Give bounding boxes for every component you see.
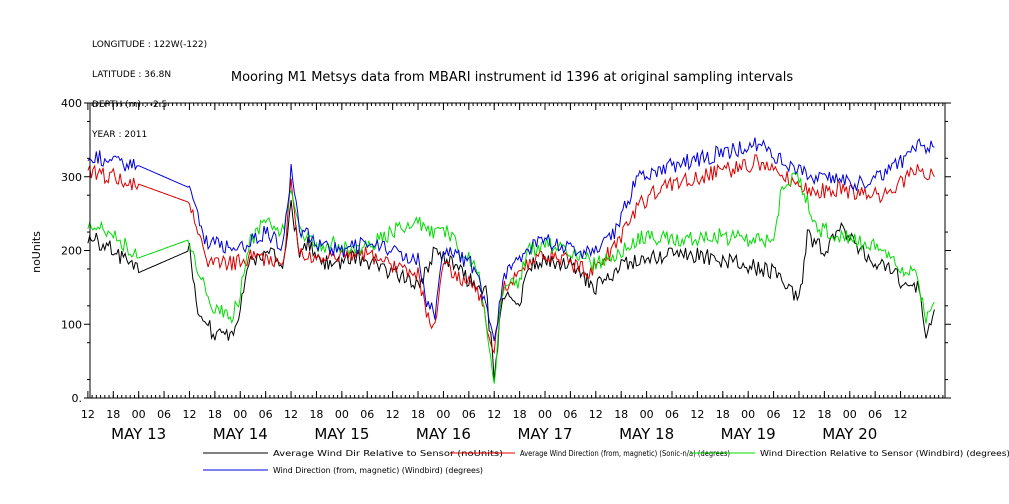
axis-layer: 0. 100 200 300 400 12 18 00 06 12 18 00 06 12 18 00 06 12… xyxy=(61,97,951,443)
day-label: MAY 17 xyxy=(517,425,572,443)
plot-frame xyxy=(89,102,946,399)
day-label: MAY 14 xyxy=(213,425,268,443)
day-label: MAY 13 xyxy=(111,425,166,443)
legend-label: Wind Direction (from, magnetic) (Windbir… xyxy=(273,466,483,475)
series-line-1 xyxy=(87,200,935,382)
x-tick-label: 00 xyxy=(436,408,450,421)
legend-label: Wind Direction Relative to Sensor (Windb… xyxy=(760,449,1009,458)
legend-label: Average Wind Direction (from, magnetic) … xyxy=(520,449,730,458)
x-tick-label: 18 xyxy=(411,408,425,421)
y-tick-label: 400 xyxy=(61,97,82,110)
day-label: MAY 15 xyxy=(314,425,369,443)
x-tick-label: 06 xyxy=(157,408,171,421)
x-tick-label: 18 xyxy=(208,408,222,421)
x-tick-label: 06 xyxy=(259,408,273,421)
y-tick-label: 0. xyxy=(72,392,83,405)
y-tick-label: 100 xyxy=(61,318,82,331)
x-tick-label: 18 xyxy=(106,408,120,421)
x-tick-label: 06 xyxy=(360,408,374,421)
day-label: MAY 20 xyxy=(822,425,877,443)
x-tick-label: 00 xyxy=(640,408,654,421)
x-tick-label: 00 xyxy=(843,408,857,421)
longitude-label: LONGITUDE : 122W(-122) xyxy=(92,40,208,50)
x-tick-label: 00 xyxy=(335,408,349,421)
x-tick-label: 12 xyxy=(284,408,298,421)
x-tick-label: 18 xyxy=(614,408,628,421)
x-tick-label: 06 xyxy=(462,408,476,421)
latitude-label: LATITUDE : 36.8N xyxy=(92,70,172,80)
x-tick-label: 12 xyxy=(894,408,908,421)
legend: Average Wind Dir Relative to Sensor (noU… xyxy=(203,449,1009,475)
day-label: MAY 16 xyxy=(416,425,471,443)
x-tick-label: 06 xyxy=(563,408,577,421)
metadata-block: LONGITUDE : 122W(-122) LATITUDE : 36.8N … xyxy=(92,20,207,150)
y-tick-label: 200 xyxy=(61,245,82,258)
x-tick-label: 06 xyxy=(868,408,882,421)
series-layer xyxy=(87,137,935,384)
x-tick-label: 06 xyxy=(665,408,679,421)
series-line-2 xyxy=(87,154,935,355)
y-axis-label: noUnits xyxy=(30,231,43,273)
depth-label: DEPTH (m) : -2.5 xyxy=(92,100,168,110)
x-tick-label: 12 xyxy=(792,408,806,421)
x-tick-label: 18 xyxy=(817,408,831,421)
series-line-4 xyxy=(87,137,935,342)
day-label: MAY 18 xyxy=(619,425,674,443)
x-tick-label: 00 xyxy=(233,408,247,421)
legend-label: Average Wind Dir Relative to Sensor (noU… xyxy=(273,449,503,458)
y-tick-label: 300 xyxy=(61,171,82,184)
x-tick-label: 06 xyxy=(767,408,781,421)
x-tick-label: 12 xyxy=(487,408,501,421)
series-line-3 xyxy=(87,171,935,384)
x-tick-label: 00 xyxy=(132,408,146,421)
x-tick-label: 12 xyxy=(690,408,704,421)
x-tick-label: 18 xyxy=(716,408,730,421)
day-label: MAY 19 xyxy=(721,425,776,443)
x-tick-label: 12 xyxy=(386,408,400,421)
x-tick-label: 12 xyxy=(182,408,196,421)
year-label: YEAR : 2011 xyxy=(92,130,148,140)
chart-title: Mooring M1 Metsys data from MBARI instru… xyxy=(231,70,793,85)
x-tick-label: 18 xyxy=(309,408,323,421)
x-tick-label: 00 xyxy=(741,408,755,421)
x-tick-label: 00 xyxy=(538,408,552,421)
x-tick-label: 18 xyxy=(513,408,527,421)
x-tick-label: 12 xyxy=(589,408,603,421)
x-tick-label: 12 xyxy=(81,408,95,421)
